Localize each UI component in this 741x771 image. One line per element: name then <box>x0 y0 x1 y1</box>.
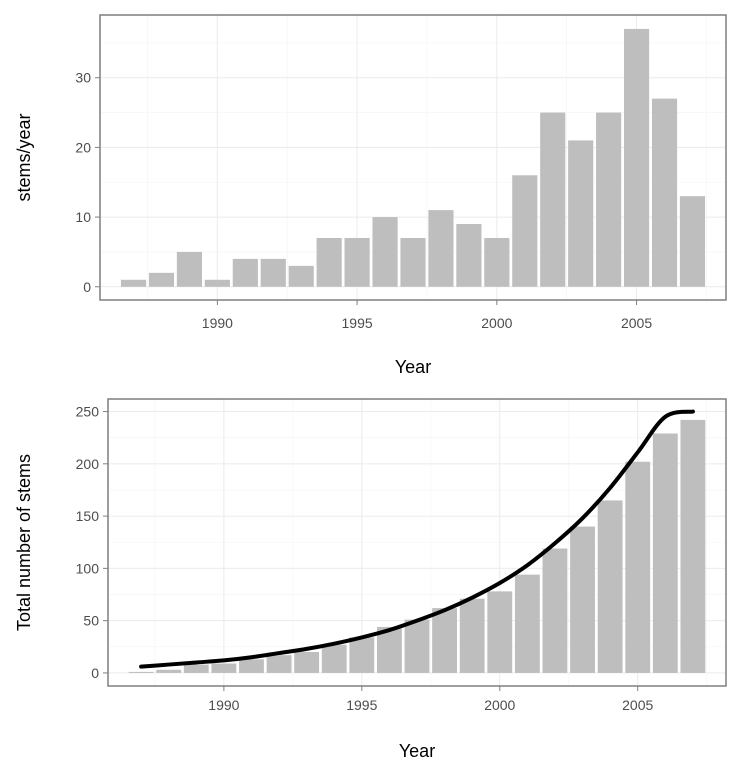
bar-1999 <box>456 224 482 287</box>
bar-2001 <box>512 175 538 287</box>
x-tick-label: 2005 <box>621 315 652 331</box>
x-tick-label: 1995 <box>346 697 377 713</box>
panel-border <box>99 14 727 301</box>
panel-border <box>107 398 727 687</box>
bar-1992 <box>266 655 292 673</box>
y-tick-label: 0 <box>83 279 91 295</box>
bar-1993 <box>294 652 320 673</box>
bar-2000 <box>484 237 510 287</box>
bar-1998 <box>432 608 458 673</box>
x-tick-label: 2005 <box>622 697 653 713</box>
bar-2007 <box>679 196 706 287</box>
bar-2007 <box>680 419 706 673</box>
bar-1995 <box>344 237 370 287</box>
bar-2006 <box>652 433 678 673</box>
y-tick-label: 250 <box>76 404 100 420</box>
bar-2002 <box>542 548 568 673</box>
bar-1991 <box>232 258 258 287</box>
x-tick-label: 2000 <box>484 697 515 713</box>
bar-1996 <box>372 217 398 287</box>
bar-1987 <box>128 671 154 673</box>
bar-2004 <box>596 112 622 287</box>
bar-1997 <box>400 237 426 287</box>
x-tick-label: 1990 <box>208 697 239 713</box>
y-tick-label: 100 <box>76 560 100 576</box>
bar-1990 <box>211 663 237 673</box>
bar-1993 <box>288 265 314 287</box>
bar-1994 <box>316 237 342 287</box>
bar-1999 <box>459 598 485 673</box>
x-tick-label: 1990 <box>202 315 233 331</box>
x-tick-label: 2000 <box>481 315 512 331</box>
bar-2006 <box>651 98 678 287</box>
bar-1995 <box>349 637 375 673</box>
bar-1989 <box>183 664 209 673</box>
bar-1994 <box>321 644 347 673</box>
y-tick-label: 0 <box>91 665 99 681</box>
bar-1988 <box>156 669 182 673</box>
bar-2005 <box>625 461 651 673</box>
bar-2003 <box>570 526 595 673</box>
bar-1989 <box>176 251 203 287</box>
y-tick-label: 30 <box>75 70 91 86</box>
y-tick-label: 10 <box>75 209 91 225</box>
bar-1988 <box>148 272 175 287</box>
bar-1996 <box>376 626 402 673</box>
x-axis-title: Year <box>395 357 431 377</box>
bar-1987 <box>120 279 147 287</box>
bar-1990 <box>204 279 230 287</box>
y-axis-title: stems/year <box>14 113 34 201</box>
y-tick-label: 20 <box>75 139 91 155</box>
bar-1997 <box>404 619 430 673</box>
bar-1998 <box>428 210 454 287</box>
chart-stems-per-year: 1990 1995 2000 2005 0 10 20 30 Year stems/year <box>14 14 727 377</box>
bar-1991 <box>239 659 264 673</box>
x-axis-title: Year <box>399 741 435 761</box>
y-tick-label: 150 <box>76 508 100 524</box>
y-tick-label: 50 <box>83 613 99 629</box>
trend-line <box>139 409 695 669</box>
y-tick-label: 200 <box>76 456 100 472</box>
x-tick-label: 1995 <box>342 315 373 331</box>
bar-2005 <box>623 28 650 287</box>
bar-2003 <box>568 140 594 287</box>
bar-2004 <box>597 500 623 673</box>
chart-total-stems: 1990 1995 2000 2005 0 50 100 150 200 250 Year Total… <box>14 398 727 761</box>
bar-2002 <box>540 112 566 287</box>
y-axis-title: Total number of stems <box>14 454 34 631</box>
bar-1992 <box>260 258 286 287</box>
bar-2001 <box>514 574 540 673</box>
bar-2000 <box>487 591 513 673</box>
